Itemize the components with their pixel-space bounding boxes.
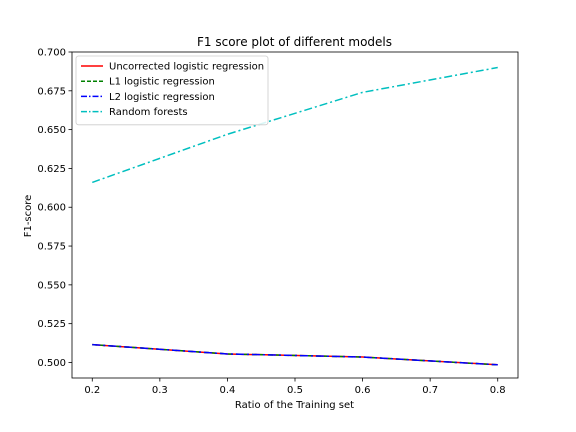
- y-tick-label: 0.675: [37, 86, 66, 97]
- x-tick-label: 0.7: [422, 385, 438, 396]
- legend-label-3: L2 logistic regression: [109, 92, 215, 103]
- y-tick-label: 0.625: [37, 164, 66, 175]
- y-tick-label: 0.600: [37, 203, 66, 214]
- x-tick-label: 0.8: [490, 385, 506, 396]
- legend: Uncorrected logistic regression L1 logist…: [75, 55, 269, 126]
- x-tick-label: 0.2: [84, 385, 100, 396]
- legend-label-4: Random forests: [109, 107, 188, 118]
- y-tick-label: 0.575: [37, 242, 66, 253]
- x-tick-label: 0.4: [219, 385, 235, 396]
- y-axis: 0.500 0.525 0.550 0.575 0.600 0.625 0.650 0.675…: [37, 48, 72, 369]
- series-line-3: [92, 343, 498, 366]
- legend-box: [75, 55, 269, 126]
- y-tick-label: 0.500: [37, 358, 66, 369]
- legend-label-2: L1 logistic regression: [109, 77, 215, 88]
- y-tick-label: 0.700: [37, 48, 66, 59]
- y-axis-label: F1-score: [23, 195, 34, 238]
- x-tick-label: 0.5: [287, 385, 303, 396]
- series-line-4: [92, 66, 498, 184]
- series-lines: [92, 66, 498, 366]
- y-tick-label: 0.525: [37, 319, 66, 330]
- chart-title: F1 score plot of different models: [197, 35, 392, 49]
- x-axis: 0.2 0.3 0.4 0.5 0.6 0.7 0.8: [84, 378, 506, 396]
- x-tick-label: 0.6: [355, 385, 371, 396]
- x-tick-label: 0.3: [152, 385, 168, 396]
- y-tick-label: 0.550: [37, 280, 66, 291]
- y-tick-label: 0.650: [37, 125, 66, 136]
- legend-label-1: Uncorrected logistic regression: [109, 62, 264, 73]
- x-axis-label: Ratio of the Training set: [235, 400, 354, 411]
